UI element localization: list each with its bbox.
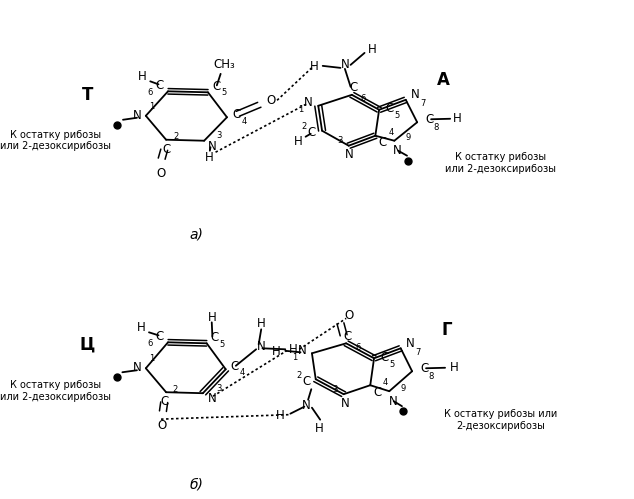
Text: К остатку рибозы
или 2-дезоксирибозы: К остатку рибозы или 2-дезоксирибозы <box>0 130 112 151</box>
Text: N: N <box>393 144 402 157</box>
Text: 1: 1 <box>299 105 304 114</box>
Text: 7: 7 <box>420 99 425 108</box>
Text: C: C <box>155 79 164 92</box>
Text: 5: 5 <box>389 360 394 369</box>
Text: 4: 4 <box>240 368 245 377</box>
Text: К остатку рибозы
или 2-дезоксирибозы: К остатку рибозы или 2-дезоксирибозы <box>0 380 112 402</box>
Text: C: C <box>162 143 171 156</box>
Text: 4: 4 <box>242 117 247 126</box>
Text: C: C <box>378 136 387 149</box>
Text: H: H <box>272 345 281 358</box>
Text: C: C <box>420 362 429 375</box>
Text: К остатку рибозы или
2-дезоксирибозы: К остатку рибозы или 2-дезоксирибозы <box>444 409 557 431</box>
Text: N: N <box>345 148 354 161</box>
Text: C: C <box>155 330 164 343</box>
Text: 6: 6 <box>148 88 153 97</box>
Text: 9: 9 <box>406 133 411 142</box>
Text: C: C <box>385 102 394 115</box>
Text: C: C <box>232 108 241 121</box>
Text: Г: Г <box>442 321 452 339</box>
Text: O: O <box>157 167 165 180</box>
Text: а): а) <box>190 228 204 242</box>
Text: N: N <box>406 337 415 350</box>
Text: 2: 2 <box>172 385 178 394</box>
Text: Ц: Ц <box>80 335 95 353</box>
Text: H: H <box>294 135 302 148</box>
Text: H: H <box>205 151 214 164</box>
Text: C: C <box>230 360 239 373</box>
Text: 9: 9 <box>401 384 406 393</box>
Text: H: H <box>288 343 297 356</box>
Text: 5: 5 <box>219 340 224 349</box>
Text: H: H <box>137 321 146 334</box>
Text: N: N <box>411 88 420 101</box>
Text: O: O <box>266 94 275 107</box>
Text: 4: 4 <box>383 378 388 387</box>
Text: N: N <box>302 399 311 412</box>
Text: N: N <box>133 109 141 122</box>
Text: 1: 1 <box>292 353 297 362</box>
Text: H: H <box>315 422 324 435</box>
Text: 5: 5 <box>221 88 226 97</box>
Text: 6: 6 <box>355 343 360 352</box>
Text: К остатку рибозы
или 2-дезоксирибозы: К остатку рибозы или 2-дезоксирибозы <box>445 152 557 174</box>
Text: N: N <box>133 361 141 374</box>
Text: 3: 3 <box>217 131 222 140</box>
Text: б): б) <box>190 477 204 491</box>
Text: H: H <box>257 317 266 330</box>
Text: А: А <box>437 71 450 89</box>
Text: 3: 3 <box>332 385 337 394</box>
Text: C: C <box>307 126 316 139</box>
Text: H: H <box>453 112 462 125</box>
Text: C: C <box>343 330 352 343</box>
Text: N: N <box>389 395 398 408</box>
Text: 6: 6 <box>148 339 153 348</box>
Text: C: C <box>160 395 169 408</box>
Text: N: N <box>341 58 350 71</box>
Text: 5: 5 <box>394 111 399 120</box>
Text: H: H <box>276 409 285 422</box>
Text: H: H <box>138 70 147 83</box>
Text: N: N <box>257 340 266 353</box>
Text: C: C <box>425 113 434 126</box>
Text: 4: 4 <box>389 128 394 137</box>
Text: N: N <box>340 397 349 410</box>
Text: H: H <box>309 60 318 73</box>
Text: C: C <box>349 81 358 94</box>
Text: 2: 2 <box>297 371 302 380</box>
Text: C: C <box>212 80 221 93</box>
Text: H: H <box>450 361 458 374</box>
Text: 1: 1 <box>150 102 155 111</box>
Text: N: N <box>208 140 217 153</box>
Text: O: O <box>344 309 353 322</box>
Text: C: C <box>380 351 389 364</box>
Text: 3: 3 <box>217 384 222 393</box>
Text: 6: 6 <box>361 94 366 103</box>
Text: 7: 7 <box>415 348 420 357</box>
Text: 3: 3 <box>337 136 342 145</box>
Text: O: O <box>158 419 167 432</box>
Text: C: C <box>373 386 382 399</box>
Text: 1: 1 <box>150 354 155 363</box>
Text: N: N <box>297 344 306 357</box>
Text: 2: 2 <box>174 132 179 141</box>
Text: 8: 8 <box>429 372 434 381</box>
Text: C: C <box>302 375 311 388</box>
Text: H: H <box>207 311 216 324</box>
Text: CH₃: CH₃ <box>213 58 235 71</box>
Text: Т: Т <box>82 86 93 104</box>
Text: N: N <box>304 96 313 109</box>
Text: H: H <box>368 43 377 56</box>
Text: C: C <box>210 331 219 344</box>
Text: N: N <box>207 392 216 405</box>
Text: 2: 2 <box>302 122 307 131</box>
Text: 8: 8 <box>434 123 439 132</box>
